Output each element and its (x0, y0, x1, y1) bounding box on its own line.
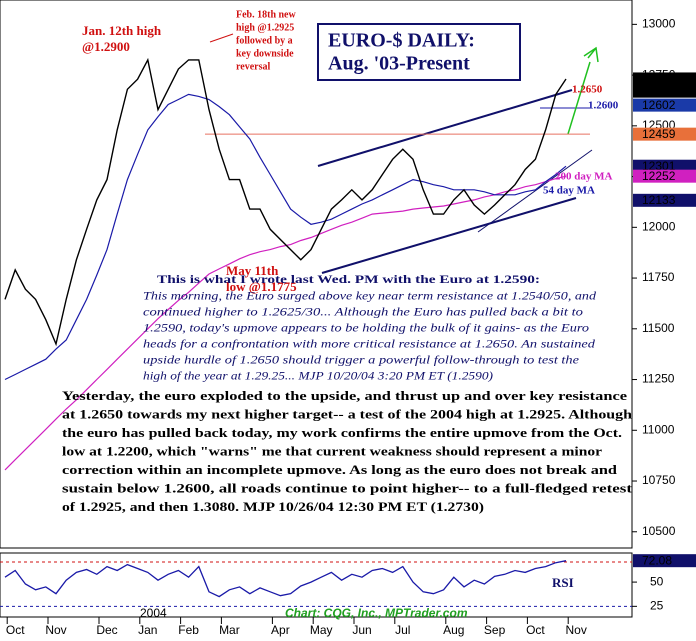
notes-latest-line: of 1.2925, and then 1.3080. MJP 10/26/04… (62, 500, 484, 514)
notes-latest-line: correction within an incomplete upmove. … (62, 463, 617, 477)
y-tick-label: 11500 (642, 321, 675, 335)
notes-earlier-line: upside hurdle of 1.2650 should trigger a… (143, 355, 579, 367)
notes-latest-line: Yesterday, the euro exploded to the upsi… (62, 389, 628, 403)
channel-upper (317, 89, 573, 167)
pointer-line (209, 33, 234, 43)
ma-line (4, 175, 567, 471)
y-tick-label: 13000 (642, 17, 676, 31)
rsi-panel (0, 552, 633, 618)
notes-earlier-line: 1.2590, today's upmove appears to be hol… (143, 323, 589, 335)
price-label-box (633, 159, 696, 173)
rsi-tick-label: 50 (650, 574, 664, 588)
annotation: Feb. 18th new (236, 9, 297, 20)
rsi-last-box (633, 554, 696, 568)
price-label-box (633, 169, 696, 183)
price-label-box (633, 193, 696, 207)
x-tick-label: Mar (219, 623, 240, 637)
x-tick-label: Jun (352, 623, 371, 637)
x-tick-label: Jan (138, 623, 157, 637)
x-tick-label: Dec (96, 623, 117, 637)
rsi-last-label: 72.08 (642, 553, 672, 567)
annotation: @1.2900 (82, 39, 130, 54)
rsi-tick-label: 25 (650, 599, 664, 613)
x-tick-label: Oct (526, 623, 545, 637)
source: Chart: CQG, Inc., MPTrader.com (285, 606, 468, 620)
notes-latest-line: at 1.2650 towards my next higher target-… (62, 407, 632, 421)
price-label-box (633, 98, 696, 112)
y-tick-label: 11250 (642, 372, 675, 386)
ma-line (4, 93, 567, 381)
annotation: high @1.2925 (236, 22, 294, 33)
y-tick-label: 10500 (642, 524, 676, 538)
price-label-box (633, 127, 696, 141)
x-tick-label: Feb (178, 623, 199, 637)
annotation: key downside (236, 48, 294, 59)
price-label: 12671 (642, 84, 676, 98)
year-label: 2004 (140, 606, 167, 620)
price-label: 12459 (642, 127, 676, 141)
notes-latest-line: the euro has pulled back today, my work … (62, 426, 622, 440)
annotation: May 11th (226, 263, 279, 278)
chart-subtitle: Aug. '03-Present (328, 53, 470, 75)
ma-label: 200 day MA (555, 171, 613, 183)
notes-latest-line: sustain below 1.2600, all roads continue… (62, 481, 633, 495)
notes-heading: This is what I wrote last Wed. PM with t… (157, 272, 540, 286)
price-label: 12252 (642, 169, 676, 183)
y-tick-label: 12000 (642, 219, 676, 233)
notes-latest-line: low at 1.2200, which "warns" me that cur… (62, 444, 603, 458)
x-tick-label: May (310, 623, 333, 637)
x-tick-label: Oct (6, 623, 25, 637)
notes-earlier-line: high of the year at 1.29.25... MJP 10/20… (143, 371, 493, 383)
y-tick-label: 11750 (642, 270, 675, 284)
price-label: 12731 (642, 72, 676, 86)
x-tick-label: Aug (443, 623, 464, 637)
x-tick-label: Apr (271, 623, 290, 637)
annotation: low @1.1775 (226, 279, 297, 294)
annotation: Jan. 12th high (82, 23, 162, 38)
rsi-label: RSI (552, 575, 574, 590)
price-label-box (633, 72, 696, 86)
price-label: 12301 (642, 159, 676, 173)
annotation: 1.2650 (572, 84, 603, 96)
notes-earlier-line: continued higher to 1.2625/30... Althoug… (143, 307, 583, 319)
channel-lower (321, 197, 577, 274)
arrow-tip (587, 47, 597, 59)
price-label-box (633, 84, 696, 98)
ma-label: 54 day MA (543, 185, 595, 197)
y-tick-label: 10750 (642, 473, 676, 487)
trend-line (477, 149, 593, 233)
x-tick-label: Nov (45, 623, 66, 637)
notes-earlier-line: This morning, the Euro surged above key … (143, 291, 596, 303)
title-box (317, 23, 521, 81)
x-tick-label: Sep (484, 623, 506, 637)
price-panel (0, 0, 633, 549)
arrow-shaft (567, 61, 591, 135)
annotation: followed by a (236, 35, 293, 46)
price-label: 12602 (642, 98, 676, 112)
rsi-line (4, 560, 567, 598)
annotation: 1.2600 (588, 100, 619, 112)
price-line (4, 57, 567, 347)
annotation: reversal (236, 61, 270, 72)
chart-title: EURO-$ DAILY: (328, 30, 475, 52)
y-tick-label: 11000 (642, 422, 675, 436)
x-tick-label: Nov (566, 623, 587, 637)
x-tick-label: Jul (395, 623, 410, 637)
price-label: 12133 (642, 193, 676, 207)
notes-earlier-line: heads for a confrontation with more crit… (143, 339, 595, 351)
